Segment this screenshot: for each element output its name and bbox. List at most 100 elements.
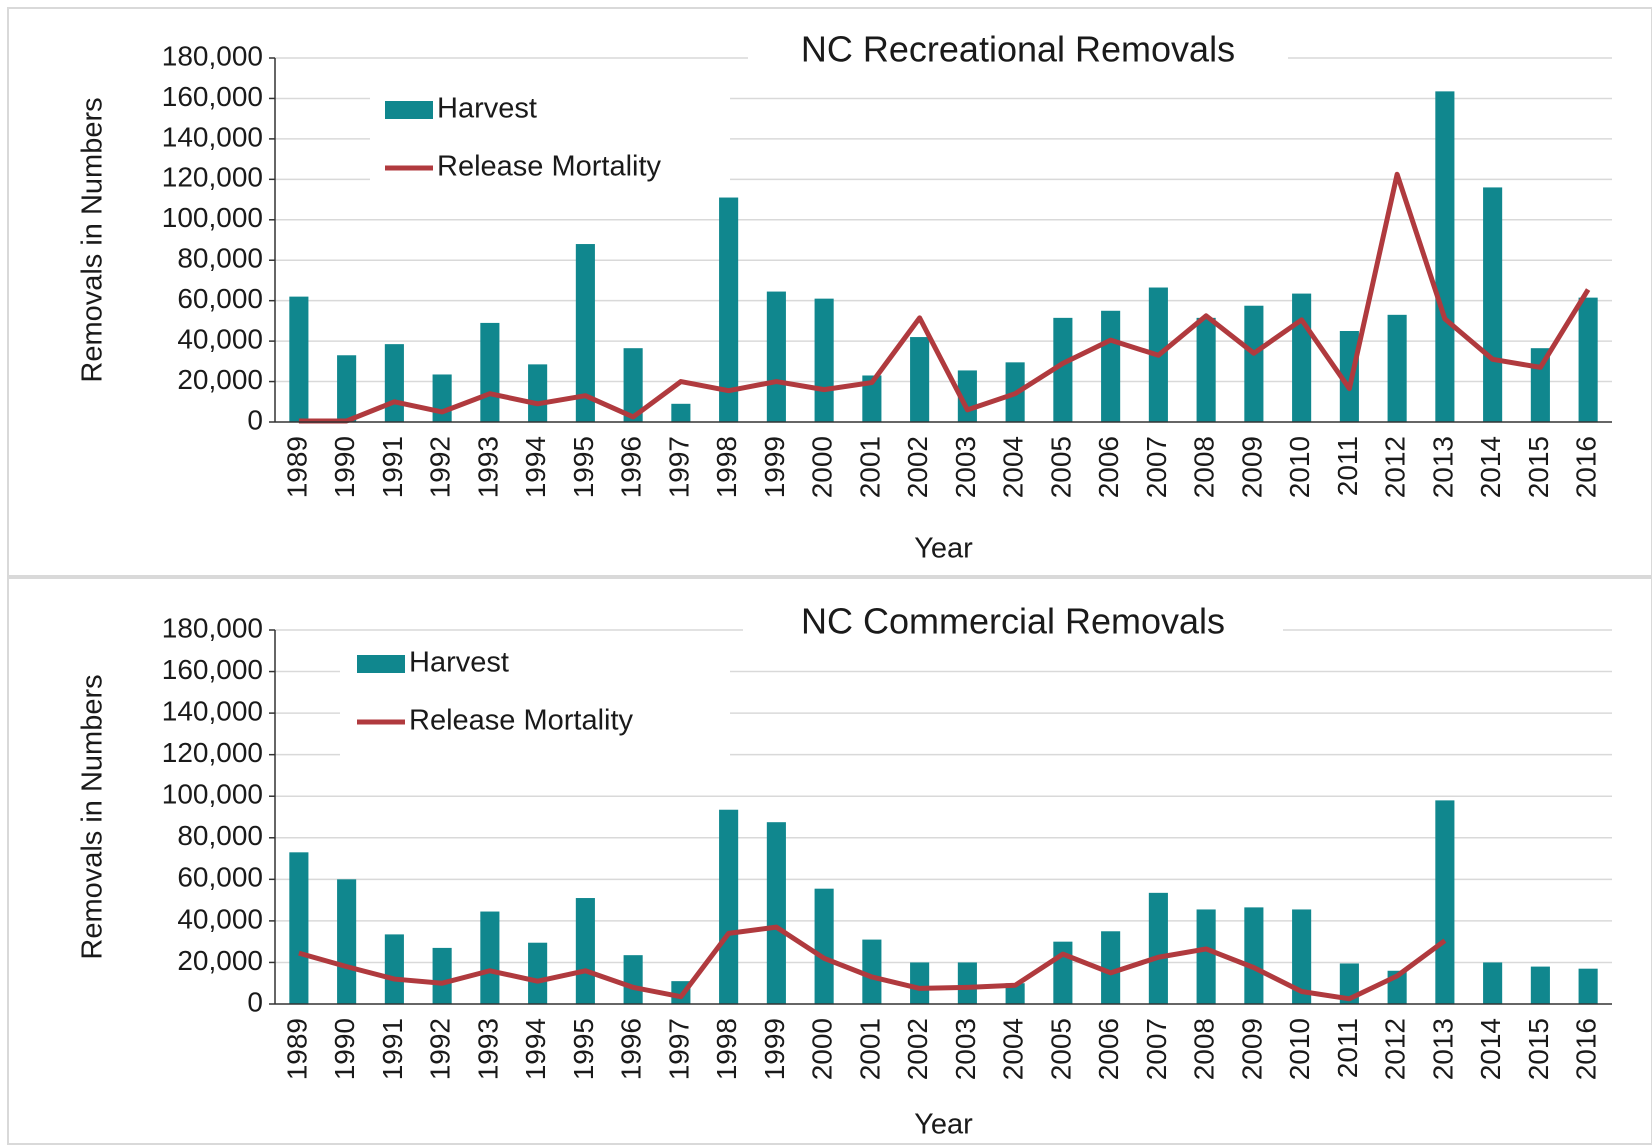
x-tick-label: 2016 bbox=[1571, 436, 1602, 498]
bar bbox=[1483, 962, 1503, 1004]
bar bbox=[1148, 892, 1168, 1004]
bar bbox=[432, 374, 452, 422]
bar bbox=[766, 291, 786, 422]
bar bbox=[528, 364, 548, 422]
bar bbox=[1053, 317, 1073, 422]
legend-label: Harvest bbox=[409, 647, 509, 679]
title-background bbox=[748, 28, 1288, 70]
y-tick-label: 180,000 bbox=[162, 40, 263, 71]
x-tick-label: 2013 bbox=[1427, 1018, 1458, 1080]
bar bbox=[1483, 187, 1503, 422]
x-tick-label: 1994 bbox=[520, 436, 551, 498]
bar bbox=[1244, 907, 1264, 1004]
x-tick-label: 2015 bbox=[1523, 1018, 1554, 1080]
x-tick-label: 2001 bbox=[854, 436, 885, 498]
bar bbox=[862, 939, 882, 1004]
x-tick-label: 2009 bbox=[1236, 1018, 1267, 1080]
x-tick-label: 1998 bbox=[711, 1018, 742, 1080]
title-background bbox=[743, 600, 1283, 642]
y-tick-label: 160,000 bbox=[162, 81, 263, 112]
x-tick-label: 1998 bbox=[711, 436, 742, 498]
y-tick-label: 100,000 bbox=[162, 779, 263, 810]
legend-swatch bbox=[357, 655, 405, 673]
x-tick-label: 2010 bbox=[1284, 1018, 1315, 1080]
bar bbox=[814, 888, 834, 1004]
y-tick-label: 0 bbox=[247, 986, 263, 1017]
bar bbox=[289, 296, 309, 422]
bar bbox=[910, 337, 930, 422]
y-tick-label: 40,000 bbox=[177, 324, 263, 355]
x-tick-label: 2002 bbox=[902, 1018, 933, 1080]
y-tick-label: 160,000 bbox=[162, 654, 263, 685]
bar bbox=[289, 852, 309, 1004]
x-tick-label: 2012 bbox=[1380, 1018, 1411, 1080]
x-tick-label: 2007 bbox=[1141, 436, 1172, 498]
x-tick-label: 2002 bbox=[902, 436, 933, 498]
y-tick-label: 140,000 bbox=[162, 696, 263, 727]
y-tick-label: 80,000 bbox=[177, 243, 263, 274]
bar bbox=[337, 355, 357, 422]
bar bbox=[1244, 305, 1264, 422]
x-tick-label: 2006 bbox=[1093, 436, 1124, 498]
x-axis-label: Year bbox=[914, 533, 973, 565]
bar bbox=[480, 322, 500, 422]
bar bbox=[384, 934, 404, 1004]
y-axis-label: Removals in Numbers bbox=[77, 674, 109, 959]
panel-border bbox=[7, 7, 1652, 577]
y-tick-label: 140,000 bbox=[162, 121, 263, 152]
x-tick-label: 2004 bbox=[998, 436, 1029, 498]
x-tick-label: 1992 bbox=[425, 436, 456, 498]
chart-title: NC Commercial Removals bbox=[801, 601, 1225, 642]
line bbox=[298, 171, 1591, 424]
x-tick-label: 1997 bbox=[663, 436, 694, 498]
bar bbox=[1387, 314, 1407, 422]
bar bbox=[1292, 909, 1312, 1004]
bar bbox=[1101, 310, 1121, 422]
legend-background bbox=[370, 60, 730, 200]
y-tick-label: 100,000 bbox=[162, 202, 263, 233]
x-tick-label: 2010 bbox=[1284, 436, 1315, 498]
bar bbox=[337, 879, 357, 1004]
x-tick-label: 1990 bbox=[329, 436, 360, 498]
x-tick-label: 2008 bbox=[1189, 436, 1220, 498]
bar bbox=[575, 898, 595, 1004]
y-tick-label: 120,000 bbox=[162, 737, 263, 768]
x-tick-label: 2000 bbox=[807, 436, 838, 498]
y-axis-label: Removals in Numbers bbox=[77, 97, 109, 382]
bar bbox=[623, 348, 643, 422]
bar bbox=[910, 962, 930, 1004]
bar bbox=[1292, 293, 1312, 422]
x-tick-label: 1990 bbox=[329, 1018, 360, 1080]
x-tick-label: 1995 bbox=[568, 1018, 599, 1080]
x-tick-label: 2005 bbox=[1045, 436, 1076, 498]
bar bbox=[1339, 331, 1359, 422]
bar bbox=[671, 403, 691, 422]
panel-border bbox=[7, 577, 1652, 1145]
legend-label: Release Mortality bbox=[409, 705, 634, 737]
bar bbox=[1101, 931, 1121, 1004]
x-tick-label: 2004 bbox=[998, 1018, 1029, 1080]
x-tick-label: 2016 bbox=[1571, 1018, 1602, 1080]
bar bbox=[1435, 800, 1455, 1004]
x-tick-label: 1996 bbox=[616, 1018, 647, 1080]
legend-label: Harvest bbox=[437, 93, 537, 125]
x-tick-label: 2008 bbox=[1189, 1018, 1220, 1080]
bar bbox=[814, 298, 834, 422]
x-tick-label: 2014 bbox=[1475, 1018, 1506, 1080]
y-tick-label: 120,000 bbox=[162, 162, 263, 193]
bar bbox=[1578, 968, 1598, 1004]
y-tick-label: 60,000 bbox=[177, 862, 263, 893]
bar bbox=[1196, 317, 1216, 422]
x-tick-label: 2011 bbox=[1332, 436, 1363, 496]
x-tick-label: 2007 bbox=[1141, 1018, 1172, 1080]
x-tick-label: 2015 bbox=[1523, 436, 1554, 498]
bar bbox=[1530, 966, 1550, 1004]
x-tick-label: 1997 bbox=[663, 1018, 694, 1080]
x-tick-label: 2001 bbox=[854, 1018, 885, 1080]
x-tick-label: 2003 bbox=[950, 1018, 981, 1080]
x-tick-label: 1991 bbox=[377, 436, 408, 498]
x-tick-label: 1999 bbox=[759, 1018, 790, 1080]
y-tick-label: 0 bbox=[247, 404, 263, 435]
legend-background bbox=[340, 632, 730, 772]
